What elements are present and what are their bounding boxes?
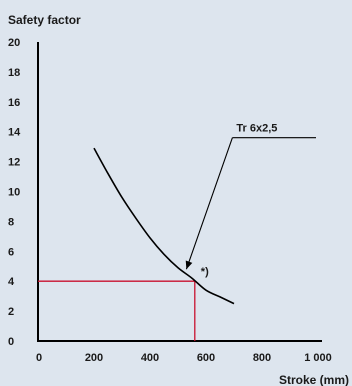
x-tick-label: 600	[197, 352, 215, 364]
y-tick-label: 2	[8, 306, 14, 318]
y-tick-label: 20	[8, 37, 20, 49]
annotation-leader-diagonal	[185, 137, 233, 270]
y-tick-label: 12	[8, 157, 20, 169]
y-tick-label: 16	[8, 97, 20, 109]
x-tick-label: 0	[36, 352, 42, 364]
y-tick-label: 10	[8, 187, 20, 199]
y-tick-label: 6	[8, 246, 14, 258]
y-tick-label: 14	[8, 127, 21, 139]
y-tick-label: 4	[8, 276, 15, 288]
x-tick-label: 200	[85, 352, 103, 364]
x-tick-labels: 0 200 400 600 800 1 000	[36, 352, 332, 364]
y-tick-label: 18	[8, 67, 20, 79]
y-tick-label: 0	[8, 336, 14, 348]
annotation-series-label: Tr 6x2,5	[236, 123, 277, 135]
x-tick-label: 800	[253, 352, 271, 364]
plot-area: *) Tr 6x2,5	[37, 42, 322, 342]
x-axis-title: Stroke (mm)	[279, 373, 349, 386]
x-tick-label: 400	[141, 352, 159, 364]
annotation-footnote-mark: *)	[201, 266, 209, 278]
y-tick-label: 8	[8, 216, 14, 228]
x-tick-label: 1 000	[304, 352, 332, 364]
y-tick-labels: 0 2 4 6 8 10 12 14 16 18 20	[8, 37, 21, 348]
y-axis-title: Safety factor	[8, 13, 81, 27]
series-line	[93, 147, 235, 305]
annotation-arrowhead	[185, 260, 193, 270]
